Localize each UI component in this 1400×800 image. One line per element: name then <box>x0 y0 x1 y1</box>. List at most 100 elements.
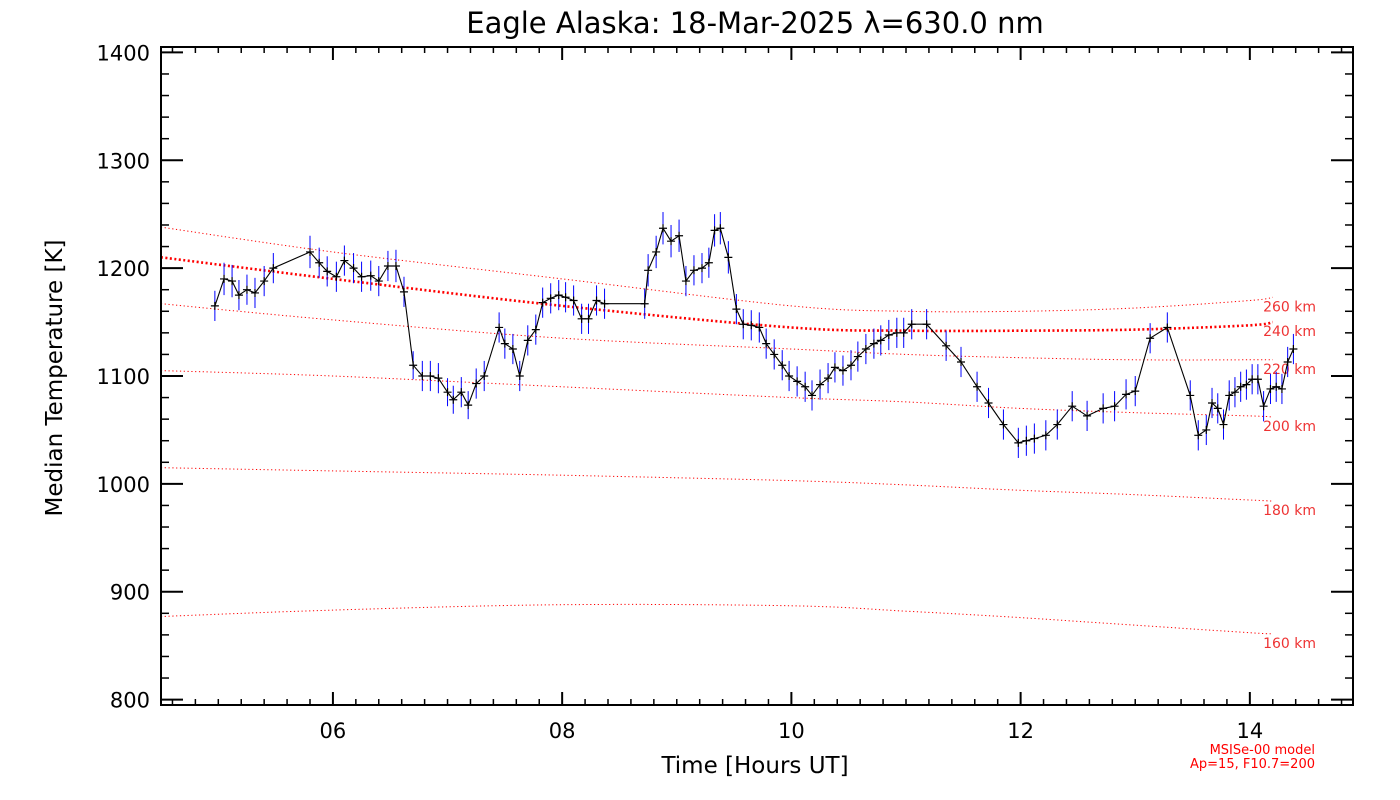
x-tick-label: 10 <box>778 719 805 743</box>
model-curve <box>160 467 1273 502</box>
data-point <box>808 391 817 400</box>
model-curve-label: 240 km <box>1263 324 1316 340</box>
data-point <box>1068 402 1077 411</box>
data-point <box>801 382 810 391</box>
model-curve-label: 160 km <box>1263 636 1316 652</box>
x-tick-label: 06 <box>320 719 347 743</box>
error-bars <box>214 212 1294 458</box>
y-tick-label: 900 <box>110 581 150 605</box>
data-point <box>697 264 706 273</box>
data-point <box>732 305 741 314</box>
data-point <box>374 277 383 286</box>
model-curve-label: 220 km <box>1263 362 1316 378</box>
data-point <box>1283 357 1292 366</box>
data-point <box>391 261 400 270</box>
data-point <box>1253 375 1262 384</box>
model-curve <box>160 303 1273 361</box>
data-point <box>1272 382 1281 391</box>
data-point <box>220 274 229 283</box>
y-tick-label: 1200 <box>97 257 150 281</box>
data-point <box>1122 390 1131 399</box>
data-point <box>747 321 756 330</box>
model-curve <box>160 603 1273 635</box>
data-point <box>1146 334 1155 343</box>
data-point <box>1014 438 1023 447</box>
data-point <box>869 339 878 348</box>
data-point <box>434 374 443 383</box>
model-curve <box>160 370 1273 418</box>
model-curve-labels: 260 km 240 km 220 km 200 km 180 km 160 km <box>1263 299 1316 652</box>
data-point <box>1259 402 1268 411</box>
data-point <box>899 328 908 337</box>
data-point <box>957 357 966 366</box>
data-point <box>561 293 570 302</box>
data-point <box>640 299 649 308</box>
model-parameters-annotation: Ap=15, F10.7=200 <box>1190 757 1315 772</box>
data-point <box>1163 323 1172 332</box>
data-point <box>1186 391 1195 400</box>
data-point <box>1202 425 1211 434</box>
data-point <box>1219 420 1228 429</box>
y-tick-label: 800 <box>110 689 150 713</box>
data-point <box>464 401 473 410</box>
data-point <box>644 266 653 275</box>
data-point <box>315 258 324 267</box>
data-point <box>1277 384 1286 393</box>
data-point <box>907 320 916 329</box>
data-point <box>250 288 259 297</box>
data-point <box>523 336 532 345</box>
data-series <box>210 224 1298 447</box>
data-point <box>1225 391 1234 400</box>
data-point <box>838 366 847 375</box>
data-point <box>973 382 982 391</box>
data-point <box>495 323 504 332</box>
data-point <box>260 277 269 286</box>
series-line <box>214 226 1294 444</box>
axes: 06 08 10 12 14 800 900 1000 1100 1200 1300 1400 <box>97 41 1354 743</box>
data-point <box>846 361 855 370</box>
data-point <box>546 294 555 303</box>
data-point <box>1022 436 1031 445</box>
data-point <box>824 374 833 383</box>
data-point <box>1208 398 1217 407</box>
data-point <box>531 325 540 334</box>
data-point <box>1230 388 1239 397</box>
data-point <box>999 420 1008 429</box>
data-point <box>426 372 435 380</box>
data-point <box>922 320 931 329</box>
data-point <box>755 323 764 332</box>
y-tick-label: 1000 <box>97 473 150 497</box>
x-tick-label: 08 <box>549 719 576 743</box>
data-point <box>584 314 593 323</box>
data-point <box>1099 404 1108 413</box>
data-point <box>884 331 893 340</box>
model-curve-label: 200 km <box>1263 419 1316 435</box>
data-point <box>1110 402 1119 411</box>
data-point <box>793 377 802 386</box>
model-annotation: MSISe-00 model <box>1210 743 1315 758</box>
data-point <box>716 224 725 233</box>
data-point <box>242 285 251 294</box>
data-point <box>366 271 375 280</box>
data-point <box>306 247 314 256</box>
data-point <box>569 296 578 305</box>
data-point <box>228 277 237 286</box>
data-point <box>418 372 427 380</box>
data-point <box>340 256 349 265</box>
data-point <box>652 247 661 256</box>
data-point <box>942 341 951 350</box>
data-point <box>1030 434 1039 443</box>
data-point <box>1242 380 1251 389</box>
data-point <box>269 264 278 273</box>
data-point <box>592 296 601 305</box>
data-point <box>500 339 509 348</box>
data-point <box>659 224 668 233</box>
x-tick-label: 14 <box>1236 719 1263 743</box>
data-point <box>861 345 870 354</box>
data-point <box>892 328 901 337</box>
data-point <box>704 258 713 267</box>
data-point <box>323 267 332 276</box>
data-point <box>399 287 408 296</box>
model-curves <box>160 226 1274 635</box>
